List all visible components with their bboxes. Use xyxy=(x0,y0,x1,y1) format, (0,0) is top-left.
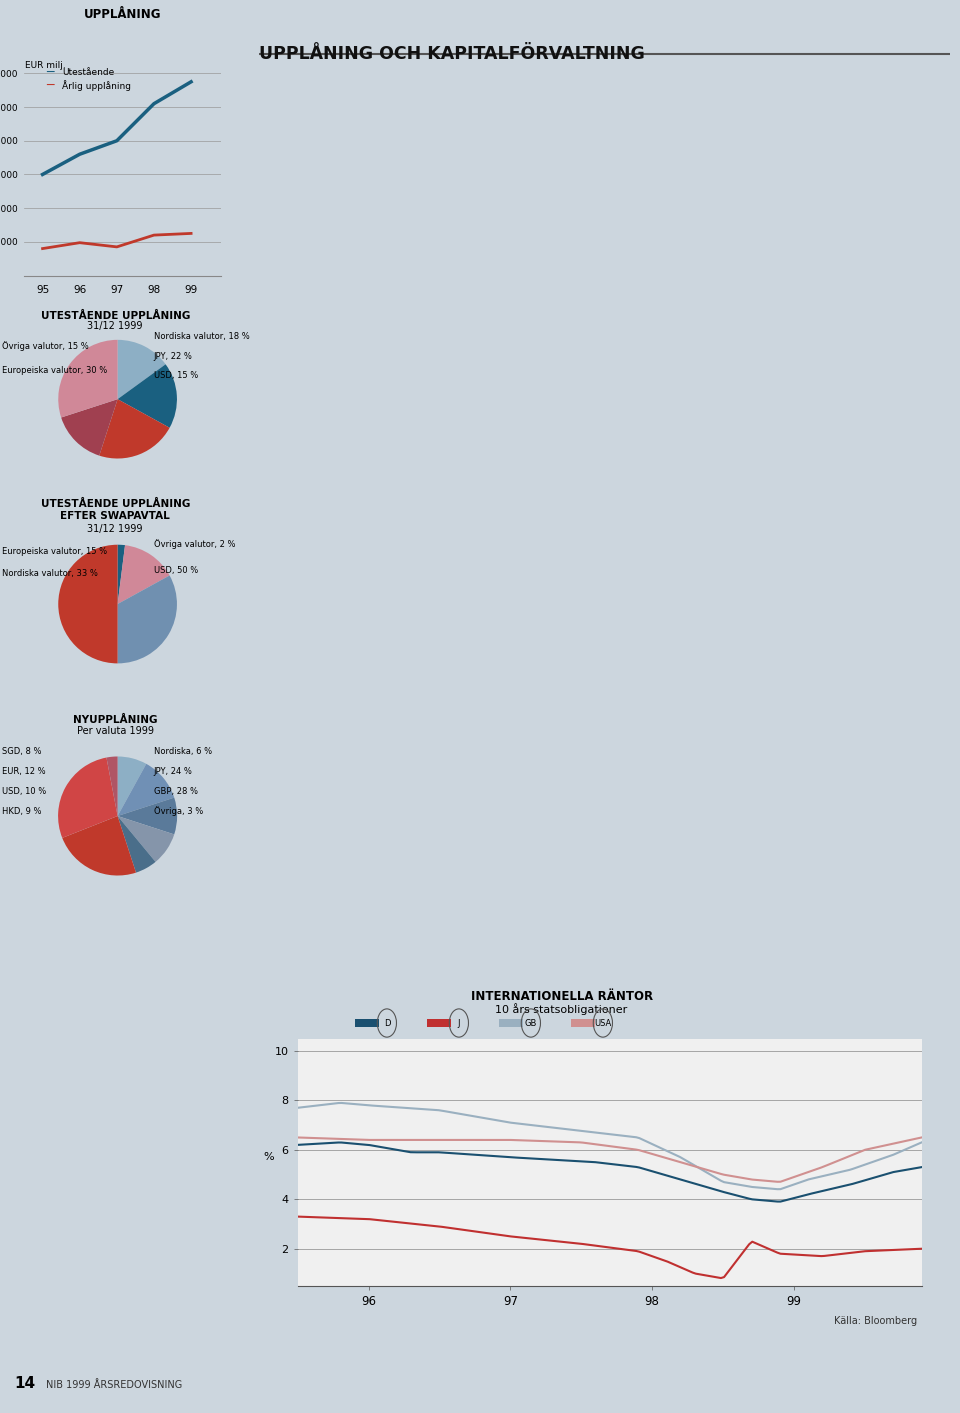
Text: Övriga valutor, 2 %: Övriga valutor, 2 % xyxy=(154,540,235,548)
Text: Per valuta 1999: Per valuta 1999 xyxy=(77,726,154,736)
Text: JPY, 22 %: JPY, 22 % xyxy=(154,352,192,360)
Text: Europeiska valutor, 15 %: Europeiska valutor, 15 % xyxy=(2,547,108,555)
Text: USD, 10 %: USD, 10 % xyxy=(2,787,46,796)
Wedge shape xyxy=(107,756,118,815)
Text: EUR, 12 %: EUR, 12 % xyxy=(2,767,45,776)
Wedge shape xyxy=(117,764,174,815)
Text: NIB 1999 ÅRSREDOVISNING: NIB 1999 ÅRSREDOVISNING xyxy=(46,1379,182,1389)
Text: Källa: Bloomberg: Källa: Bloomberg xyxy=(833,1316,917,1325)
Text: Nordiska valutor, 33 %: Nordiska valutor, 33 % xyxy=(2,569,98,578)
Text: Nordiska, 6 %: Nordiska, 6 % xyxy=(154,747,212,756)
Text: USD, 50 %: USD, 50 % xyxy=(154,567,198,575)
Wedge shape xyxy=(59,339,118,417)
Wedge shape xyxy=(117,815,156,873)
Text: J: J xyxy=(458,1019,460,1027)
Text: NYUPPLÅNING: NYUPPLÅNING xyxy=(73,715,157,725)
Text: Övriga valutor, 15 %: Övriga valutor, 15 % xyxy=(2,342,88,350)
Text: SGD, 8 %: SGD, 8 % xyxy=(2,747,41,756)
Wedge shape xyxy=(117,575,177,664)
Text: 14: 14 xyxy=(14,1376,36,1390)
Wedge shape xyxy=(99,398,170,458)
Wedge shape xyxy=(117,365,177,428)
Title: UPPLÅNING: UPPLÅNING xyxy=(84,7,161,21)
Wedge shape xyxy=(62,815,136,876)
Wedge shape xyxy=(61,398,117,455)
Text: 31/12 1999: 31/12 1999 xyxy=(87,321,143,331)
Text: USD, 15 %: USD, 15 % xyxy=(154,372,198,380)
Text: Utestående: Utestående xyxy=(62,68,114,76)
Text: UTESTÅENDE UPPLÅNING: UTESTÅENDE UPPLÅNING xyxy=(40,499,190,509)
Text: GB: GB xyxy=(525,1019,537,1027)
Text: GBP, 28 %: GBP, 28 % xyxy=(154,787,198,796)
Text: EUR milj.: EUR milj. xyxy=(25,61,65,69)
Text: EFTER SWAPAVTAL: EFTER SWAPAVTAL xyxy=(60,512,170,521)
Text: JPY, 24 %: JPY, 24 % xyxy=(154,767,192,776)
Text: Övriga, 3 %: Övriga, 3 % xyxy=(154,807,203,815)
Text: USA: USA xyxy=(594,1019,612,1027)
Text: Nordiska valutor, 18 %: Nordiska valutor, 18 % xyxy=(154,332,250,341)
Wedge shape xyxy=(117,545,170,605)
Text: UPPLÅNING OCH KAPITALFÖRVALTNING: UPPLÅNING OCH KAPITALFÖRVALTNING xyxy=(259,45,645,64)
Text: INTERNATIONELLA RÄNTOR: INTERNATIONELLA RÄNTOR xyxy=(470,991,653,1003)
Wedge shape xyxy=(59,757,117,838)
Wedge shape xyxy=(117,815,174,862)
Wedge shape xyxy=(117,544,125,605)
Text: Årlig upplåning: Årlig upplåning xyxy=(62,81,132,92)
Text: D: D xyxy=(384,1019,390,1027)
Text: UTESTÅENDE UPPLÅNING: UTESTÅENDE UPPLÅNING xyxy=(40,311,190,321)
Wedge shape xyxy=(117,797,177,835)
Text: ─: ─ xyxy=(46,66,54,79)
Wedge shape xyxy=(117,339,166,398)
Text: Europeiska valutor, 30 %: Europeiska valutor, 30 % xyxy=(2,366,108,374)
Y-axis label: %: % xyxy=(264,1152,275,1161)
Text: ─: ─ xyxy=(46,79,54,92)
Wedge shape xyxy=(117,756,146,815)
Text: 31/12 1999: 31/12 1999 xyxy=(87,524,143,534)
Text: 10 års statsobligationer: 10 års statsobligationer xyxy=(495,1003,628,1015)
Text: HKD, 9 %: HKD, 9 % xyxy=(2,807,41,815)
Wedge shape xyxy=(59,544,118,664)
